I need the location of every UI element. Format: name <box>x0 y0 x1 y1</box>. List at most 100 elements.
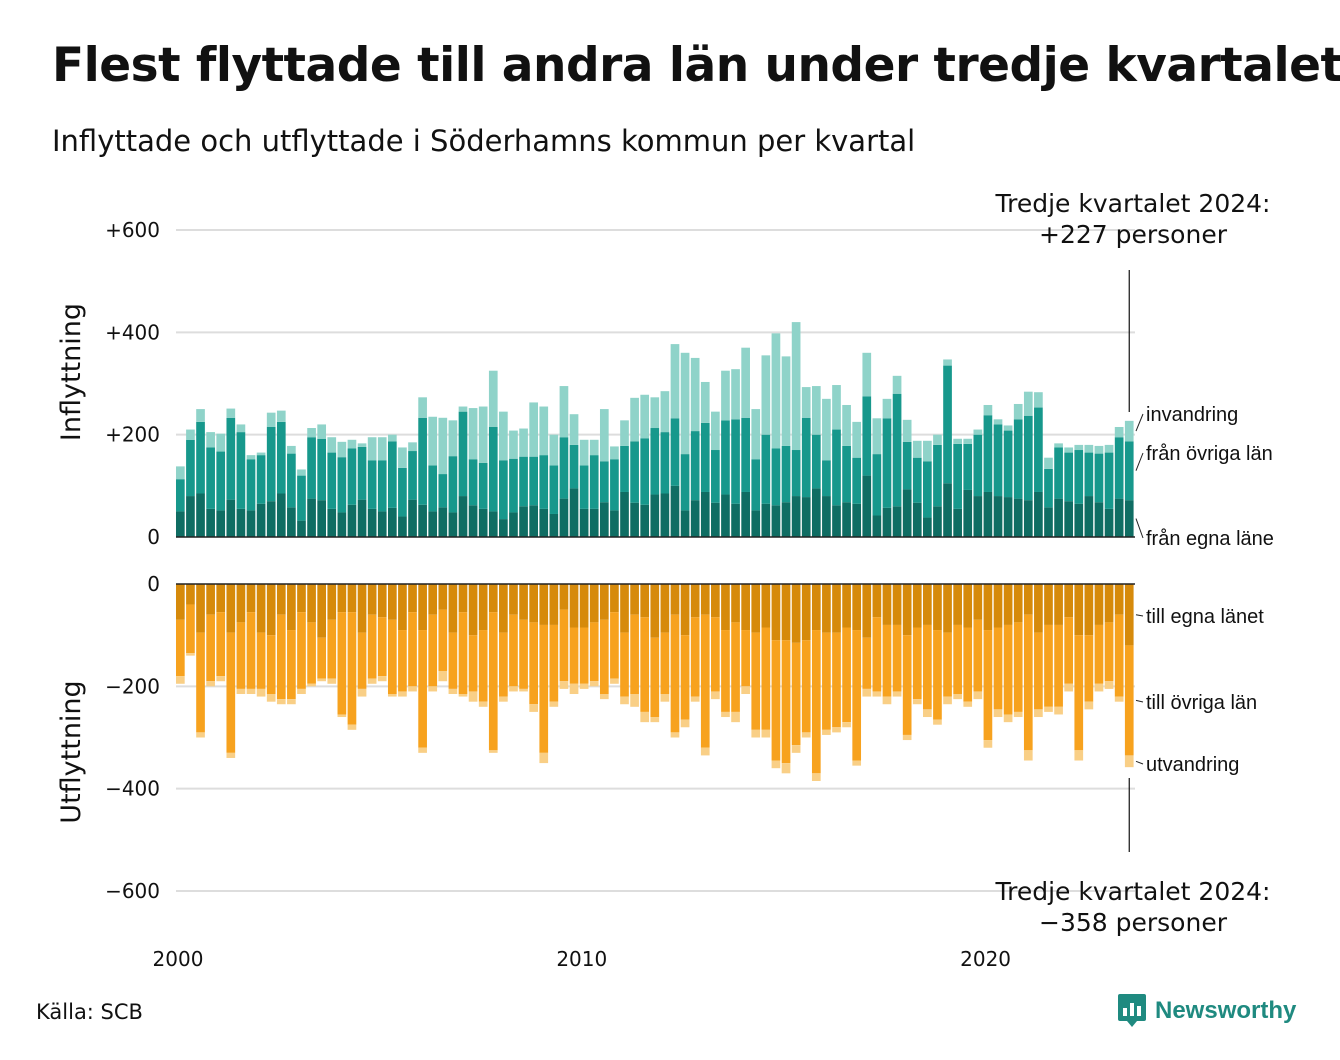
y-tick-label: +600 <box>105 218 160 242</box>
bar-segment <box>1104 452 1114 509</box>
bar-segment <box>933 444 942 507</box>
bar-segment <box>912 584 922 628</box>
bar-segment <box>923 584 932 625</box>
bar-segment <box>468 635 478 692</box>
bar-segment <box>216 612 226 677</box>
bar-segment <box>1003 497 1013 537</box>
bar-segment <box>1034 584 1043 633</box>
bar-segment <box>741 584 750 631</box>
bar-segment <box>822 460 831 497</box>
bar-segment <box>458 496 468 537</box>
bar-segment <box>448 632 458 689</box>
bar-segment <box>620 584 629 633</box>
bar-segment <box>1054 624 1063 707</box>
bar-segment <box>367 437 377 461</box>
bar-segment <box>418 630 427 748</box>
bar-segment <box>387 694 397 697</box>
y-tick-label: −400 <box>105 777 160 801</box>
bar-segment <box>1044 457 1053 469</box>
bar-segment <box>1114 584 1124 615</box>
bar-segment <box>1094 683 1104 692</box>
bar-segment <box>882 584 892 625</box>
bar-segment <box>761 434 771 504</box>
bar-segment <box>559 584 569 610</box>
bar-segment <box>650 584 660 638</box>
series-leader <box>1135 518 1144 539</box>
bar-segment <box>256 452 266 456</box>
bar-segment <box>256 584 266 633</box>
bar-segment <box>287 699 296 705</box>
bar-segment <box>680 635 690 720</box>
bar-segment <box>741 347 750 418</box>
bar-segment <box>488 612 498 751</box>
bar-segment <box>842 722 851 728</box>
bar-segment <box>176 466 185 480</box>
bar-segment <box>741 491 750 537</box>
bar-segment <box>579 439 589 466</box>
bar-segment <box>630 397 639 442</box>
bar-segment <box>761 729 771 738</box>
bar-segment <box>519 619 528 689</box>
bar-segment <box>1013 584 1023 623</box>
bar-segment <box>488 370 498 427</box>
bar-segment <box>357 688 367 697</box>
bar-segment <box>751 632 761 730</box>
bar-segment <box>529 505 538 537</box>
bar-segment <box>478 508 488 537</box>
bar-segment <box>398 516 407 537</box>
bar-segment <box>276 699 286 705</box>
bar-segment <box>387 434 397 442</box>
bar-segment <box>589 584 599 623</box>
bar-segment <box>287 445 296 454</box>
bar-segment <box>337 612 347 715</box>
bar-segment <box>377 617 387 677</box>
bar-segment <box>1013 498 1023 537</box>
bar-segment <box>579 465 589 509</box>
bar-segment <box>923 440 932 462</box>
bar-segment <box>741 686 750 695</box>
bar-segment <box>1064 617 1074 684</box>
newsworthy-logo[interactable]: Newsworthy <box>1118 994 1296 1028</box>
bar-segment <box>670 344 680 419</box>
bar-segment <box>731 369 740 420</box>
bar-segment <box>811 773 821 781</box>
bar-segment <box>438 417 448 475</box>
bar-segment <box>721 370 730 421</box>
bar-segment <box>771 505 781 537</box>
bar-segment <box>1023 500 1033 537</box>
bar-segment <box>700 747 710 756</box>
bar-segment <box>822 496 831 537</box>
bar-segment <box>771 448 781 506</box>
bar-segment <box>1023 750 1033 761</box>
bar-segment <box>1054 584 1063 625</box>
bar-segment <box>690 617 700 697</box>
x-tick-label: 2020 <box>960 947 1011 971</box>
bar-segment <box>741 630 750 687</box>
bar-segment <box>438 609 448 671</box>
bar-segment <box>680 454 690 511</box>
bar-segment <box>1023 391 1033 416</box>
bar-segment <box>357 632 367 689</box>
bar-segment <box>1074 750 1084 761</box>
newsworthy-icon <box>1118 994 1146 1027</box>
bar-segment <box>791 745 801 753</box>
bar-segment <box>1044 507 1053 537</box>
bar-segment <box>206 447 215 509</box>
grid-lines <box>176 229 1135 892</box>
bar-segment <box>579 683 589 689</box>
bar-segment <box>539 584 549 625</box>
bar-segment <box>337 512 347 537</box>
bar-segment <box>822 632 831 730</box>
bar-segment <box>347 504 357 537</box>
bar-segment <box>337 441 347 458</box>
bar-segment <box>690 584 700 618</box>
bar-segment <box>206 584 215 615</box>
bar-segment <box>1114 498 1124 537</box>
bar-segment <box>539 508 549 537</box>
bar-segment <box>569 627 579 684</box>
bar-segment <box>559 681 569 689</box>
bar-segment <box>892 624 902 692</box>
bar-segment <box>711 450 720 503</box>
bar-segment <box>307 584 316 623</box>
bar-segment <box>246 455 256 460</box>
